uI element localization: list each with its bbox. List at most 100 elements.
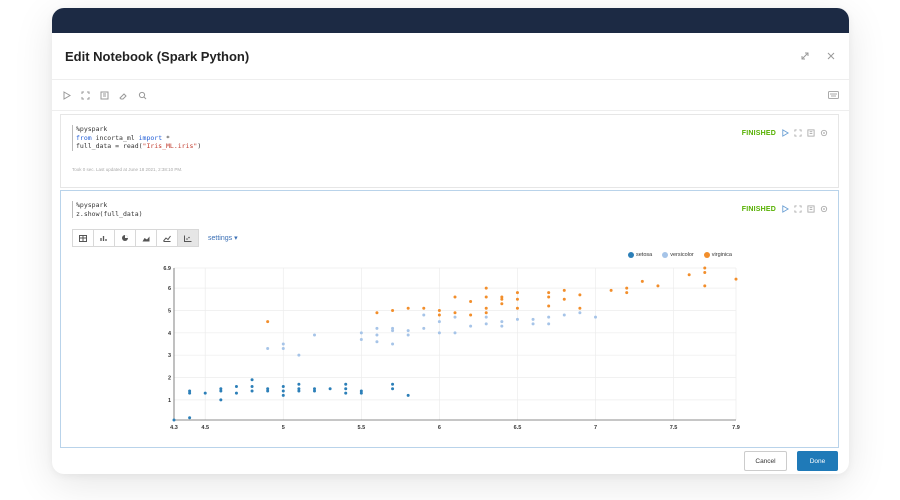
data-point-setosa xyxy=(344,391,348,395)
data-point-versicolor xyxy=(391,342,395,346)
data-point-virginica xyxy=(703,266,707,270)
code-line: %pyspark xyxy=(76,201,108,209)
done-button[interactable]: Done xyxy=(797,451,838,471)
legend-label: virginica xyxy=(711,252,732,258)
data-point-versicolor xyxy=(437,320,441,324)
data-point-virginica xyxy=(453,311,457,315)
data-point-virginica xyxy=(500,302,504,306)
data-point-versicolor xyxy=(422,313,426,317)
data-point-setosa xyxy=(234,384,238,388)
keyboard-icon[interactable] xyxy=(828,91,839,99)
data-point-setosa xyxy=(297,382,301,386)
gear-icon[interactable] xyxy=(820,205,828,213)
data-point-setosa xyxy=(188,389,192,393)
legend-dot xyxy=(662,252,669,258)
table-icon[interactable] xyxy=(72,229,94,247)
data-point-versicolor xyxy=(453,331,457,335)
notebook-cell-1[interactable]: %pyspark from incorta_ml import * full_d… xyxy=(60,114,839,188)
settings-dropdown[interactable]: settings ▾ xyxy=(208,235,238,242)
data-point-virginica xyxy=(687,273,691,277)
data-point-virginica xyxy=(703,284,707,288)
data-point-versicolor xyxy=(578,311,582,315)
cell-status-label: FINISHED xyxy=(741,205,776,213)
data-point-virginica xyxy=(437,308,441,312)
data-point-virginica xyxy=(484,306,488,310)
book-icon[interactable] xyxy=(807,129,815,137)
y-tick-label: 6.9 xyxy=(163,266,171,272)
cell-2-code[interactable]: %pyspark z.show(full_data) xyxy=(72,201,143,218)
data-point-versicolor xyxy=(406,329,410,333)
data-point-versicolor xyxy=(484,315,488,319)
expand-icon[interactable] xyxy=(794,205,802,213)
legend-dot xyxy=(703,252,710,258)
data-point-versicolor xyxy=(500,324,504,328)
data-point-versicolor xyxy=(313,333,316,337)
data-point-setosa xyxy=(328,387,332,391)
data-point-setosa xyxy=(281,393,285,397)
search-icon[interactable] xyxy=(138,91,147,100)
data-point-setosa xyxy=(406,393,410,397)
expand-icon[interactable] xyxy=(794,129,802,137)
legend-label: versicolor xyxy=(670,252,694,258)
data-point-setosa xyxy=(219,389,223,393)
data-point-versicolor xyxy=(594,315,597,319)
expand-icon[interactable] xyxy=(81,91,90,100)
data-point-virginica xyxy=(391,308,395,312)
eraser-icon[interactable] xyxy=(119,91,128,100)
x-tick-label: 7 xyxy=(594,425,597,431)
data-point-versicolor xyxy=(422,326,426,330)
data-point-setosa xyxy=(219,398,223,402)
run-icon[interactable] xyxy=(62,90,71,100)
data-point-versicolor xyxy=(547,315,551,319)
legend-item-versicolor[interactable]: versicolor xyxy=(662,252,694,258)
gear-icon[interactable] xyxy=(820,129,828,137)
legend-item-setosa[interactable]: setosa xyxy=(628,252,652,258)
data-point-setosa xyxy=(234,391,238,395)
data-point-setosa xyxy=(219,387,223,391)
data-point-versicolor xyxy=(515,317,519,321)
modal-top-bar xyxy=(52,8,849,33)
data-point-virginica xyxy=(578,306,582,310)
legend-item-virginica[interactable]: virginica xyxy=(703,252,732,258)
book-icon[interactable] xyxy=(807,205,815,213)
notebook-cell-2[interactable]: %pyspark z.show(full_data) FINISHED xyxy=(60,190,839,448)
data-point-setosa xyxy=(313,387,316,391)
code-line: full_data = read("Iris_ML.iris") xyxy=(76,142,202,150)
cell-1-code[interactable]: %pyspark from incorta_ml import * full_d… xyxy=(72,125,201,151)
cancel-button[interactable]: Cancel xyxy=(744,451,787,471)
data-point-virginica xyxy=(625,291,629,295)
scatter-chart-icon[interactable] xyxy=(177,229,199,247)
bar-chart-icon[interactable] xyxy=(93,229,115,247)
close-icon[interactable] xyxy=(826,51,836,61)
modal-title: Edit Notebook (Spark Python) xyxy=(65,48,250,64)
data-point-setosa xyxy=(266,389,270,393)
data-point-setosa xyxy=(188,416,192,420)
y-tick-label: 4 xyxy=(168,331,172,337)
y-tick-label: 2 xyxy=(168,376,171,382)
data-point-setosa xyxy=(297,389,301,393)
run-icon[interactable] xyxy=(781,129,789,137)
data-point-setosa xyxy=(203,391,207,395)
data-point-setosa xyxy=(313,389,316,393)
data-point-versicolor xyxy=(469,324,473,328)
data-point-virginica xyxy=(640,279,644,283)
x-tick-label: 4.3 xyxy=(170,425,178,431)
data-point-virginica xyxy=(609,288,613,292)
legend-dot xyxy=(628,252,634,258)
data-point-virginica xyxy=(453,295,457,299)
data-point-versicolor xyxy=(500,320,504,324)
data-point-setosa xyxy=(188,391,192,395)
data-point-virginica xyxy=(547,304,551,308)
data-point-setosa xyxy=(344,387,348,391)
data-point-setosa xyxy=(281,384,285,388)
code-line: %pyspark xyxy=(76,125,108,133)
run-icon[interactable] xyxy=(781,205,789,213)
expand-icon[interactable] xyxy=(800,51,810,61)
notebook-toolbar xyxy=(52,79,849,111)
data-point-virginica xyxy=(437,313,441,317)
book-icon[interactable] xyxy=(100,91,109,100)
data-point-virginica xyxy=(656,284,660,288)
data-point-versicolor xyxy=(484,322,488,326)
data-point-setosa xyxy=(359,391,363,395)
data-point-virginica xyxy=(484,311,488,315)
